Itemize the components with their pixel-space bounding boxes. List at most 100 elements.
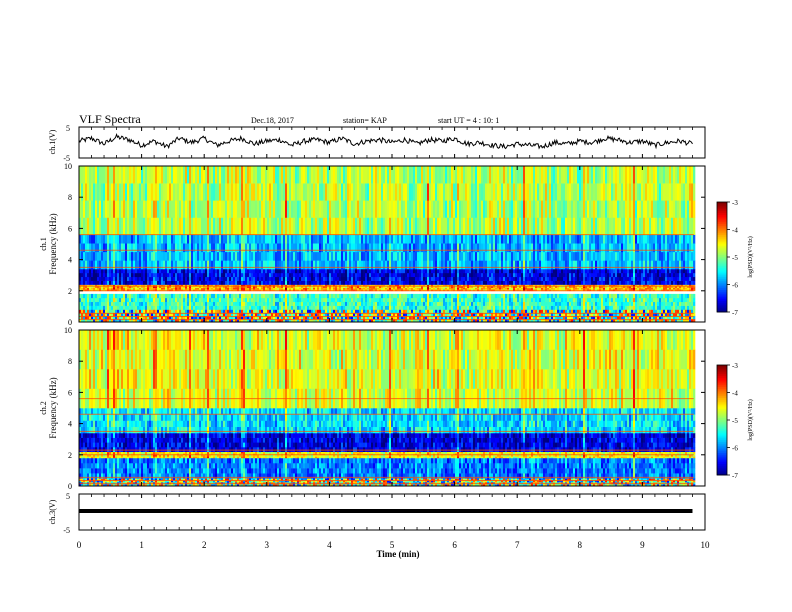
spectrogram-cell (239, 251, 242, 261)
spectrogram-cell (483, 217, 486, 235)
spectrogram-cell (441, 200, 444, 218)
spectrogram-cell (479, 272, 482, 278)
spectrogram-cell (243, 251, 246, 261)
spectrogram-cell (409, 293, 412, 299)
spectrogram-cell (313, 289, 316, 292)
spectrogram-cell (415, 276, 418, 281)
spectrogram-cell (391, 280, 394, 285)
spectrogram-cell (345, 183, 348, 201)
spectrogram-cell (361, 293, 364, 299)
spectrogram-cell (483, 312, 486, 317)
spectrogram-cell (151, 287, 154, 290)
spectrogram-cell (95, 217, 98, 235)
spectrogram-cell (319, 272, 322, 278)
spectrogram-cell (191, 234, 194, 244)
spectrogram-cell (253, 243, 256, 253)
spectrogram-cell (173, 183, 176, 201)
spectrogram-cell (135, 309, 138, 313)
spectrogram-cell (83, 200, 86, 218)
spectrogram-cell (381, 318, 384, 323)
spectrogram-cell (421, 289, 424, 292)
spectrogram-cell (347, 260, 350, 270)
spectrogram-cell (211, 276, 214, 281)
spectrogram-cell (317, 297, 320, 303)
spectrogram-cell (163, 305, 166, 310)
spectrogram-cell (377, 309, 380, 313)
spectrogram-cell (235, 260, 238, 270)
spectrogram-cell (457, 217, 460, 235)
spectrogram-cell (463, 268, 466, 274)
spectrogram-cell (305, 166, 308, 184)
spectrogram-cell (197, 284, 200, 287)
spectrogram-cell (363, 166, 366, 184)
spectrogram-cell (111, 305, 114, 310)
spectrogram-cell (359, 166, 362, 184)
spectrogram-cell (391, 315, 394, 320)
spectrogram-cell (173, 286, 176, 288)
spectrogram-cell (241, 268, 244, 274)
spectrogram-cell (293, 318, 296, 323)
spectrogram-cell (311, 312, 314, 317)
spectrogram-cell (289, 301, 292, 306)
spectrogram-cell (271, 287, 274, 290)
spectrogram-cell (455, 312, 458, 317)
spectrogram-cell (193, 272, 196, 278)
spectrogram-cell (187, 280, 190, 285)
spectrogram-cell (351, 260, 354, 270)
spectrogram-cell (195, 243, 198, 253)
spectrogram-cell (107, 200, 110, 218)
spectrogram-cell (371, 217, 374, 235)
spectrogram-cell (371, 297, 374, 303)
spectrogram-cell (443, 276, 446, 281)
spectrogram-cell (305, 268, 308, 274)
spectrogram-cell (259, 309, 262, 313)
spectrogram-cell (323, 234, 326, 244)
spectrogram-cell (153, 251, 156, 261)
spectrogram-cell (185, 251, 188, 261)
spectrogram-cell (323, 251, 326, 261)
spectrogram-cell (241, 312, 244, 317)
spectrogram-cell (249, 243, 252, 253)
spectrogram-cell (427, 318, 430, 323)
spectrogram-cell (341, 318, 344, 323)
spectrogram-cell (193, 312, 196, 317)
spectrogram-cell (453, 217, 456, 235)
spectrogram-cell (449, 287, 452, 290)
spectrogram-cell (355, 318, 358, 323)
spectrogram-cell (167, 234, 170, 244)
spectrogram-cell (437, 272, 440, 278)
spectrogram-cell (155, 260, 158, 270)
spectrogram-cell (117, 305, 120, 310)
spectrogram-cell (239, 284, 242, 287)
spectrogram-cell (137, 280, 140, 285)
spectrogram-cell (85, 243, 88, 253)
spectrogram-cell (223, 301, 226, 306)
spectrogram-cell (335, 280, 338, 285)
spectrogram-cell (187, 297, 190, 303)
spectrogram-cell (261, 260, 264, 270)
spectrogram-cell (369, 284, 372, 287)
spectrogram-cell (369, 280, 372, 285)
spectrogram-cell (135, 251, 138, 261)
spectrogram-cell (467, 287, 470, 290)
spectrogram-cell (295, 200, 298, 218)
spectrogram-cell (247, 217, 250, 235)
spectrogram-cell (179, 200, 182, 218)
spectrogram-cell (79, 272, 82, 278)
spectrogram-cell (427, 284, 430, 287)
spectrogram-cell (207, 268, 210, 274)
spectrogram-cell (279, 234, 282, 244)
spectrogram-cell (301, 293, 304, 299)
spectrogram-cell (363, 268, 366, 274)
spectrogram-cell (303, 166, 306, 184)
spectrogram-cell (407, 286, 410, 288)
spectrogram-cell (399, 315, 402, 320)
spectrogram-cell (183, 276, 186, 281)
spectrogram-cell (455, 276, 458, 281)
spectrogram-cell (375, 287, 378, 290)
spectrogram-cell (87, 289, 90, 292)
spectrogram-cell (267, 280, 270, 285)
spectrogram-cell (263, 200, 266, 218)
spectrogram-cell (283, 272, 286, 278)
spectrogram-cell (185, 315, 188, 320)
